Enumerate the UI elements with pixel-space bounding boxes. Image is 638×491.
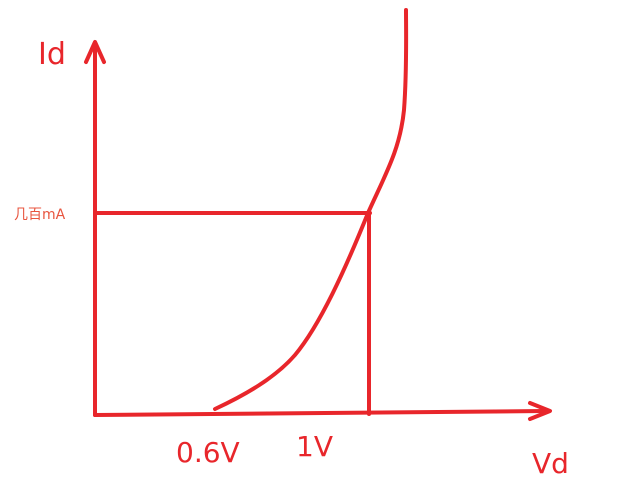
x-axis-arrow [528, 401, 552, 421]
threshold-voltage-label: 0.6V [176, 436, 240, 469]
iv-curve [213, 8, 409, 411]
operating-voltage-label: 1V [296, 430, 333, 463]
x-axis [93, 409, 547, 417]
x-axis-label: Vd [532, 447, 569, 480]
y-axis-arrow [84, 40, 106, 64]
current-level-label: 几百mA [14, 207, 66, 223]
y-axis-label: Id [38, 37, 66, 72]
